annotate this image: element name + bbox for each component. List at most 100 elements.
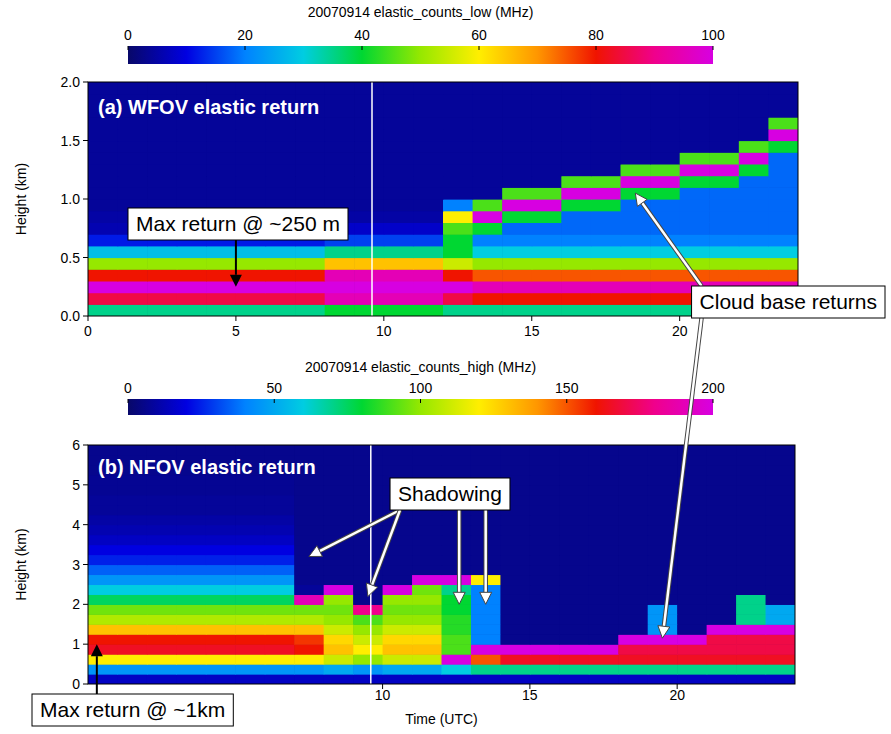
heat-cell <box>648 584 678 595</box>
heat-cell <box>383 455 413 466</box>
heat-cell <box>88 525 118 536</box>
heat-cell <box>530 604 560 615</box>
y-tick-label: 1.0 <box>61 191 81 207</box>
heat-cell <box>235 664 265 675</box>
heat-cell <box>618 465 648 476</box>
heat-cell <box>530 674 560 684</box>
heat-cell <box>532 293 562 305</box>
heat-cell <box>739 176 769 188</box>
y-tick-label: 1 <box>72 636 80 652</box>
heat-cell <box>236 141 266 153</box>
heat-cell <box>117 445 147 456</box>
heat-cell <box>294 574 324 585</box>
heat-cell <box>206 634 236 645</box>
heat-cell <box>413 105 443 117</box>
heat-cell <box>176 525 206 536</box>
heat-cell <box>294 614 324 625</box>
arrow <box>453 510 465 604</box>
heat-cell <box>118 269 148 281</box>
heat-cell <box>532 187 562 199</box>
heat-cell <box>412 555 442 566</box>
heat-cell <box>589 495 619 506</box>
heat-cell <box>559 455 589 466</box>
heat-cell <box>500 654 530 665</box>
heat-cell <box>88 445 118 456</box>
heat-cell <box>621 129 651 141</box>
y-tick <box>83 484 88 485</box>
heat-cell <box>443 176 473 188</box>
heat-cell <box>471 654 501 665</box>
heat-cell <box>88 258 118 270</box>
heat-cell <box>471 455 501 466</box>
colorbar-tick <box>713 46 714 50</box>
heat-cell <box>680 222 710 234</box>
heat-cell <box>118 246 148 258</box>
heat-cell <box>88 515 118 526</box>
heat-cell <box>709 187 739 199</box>
heat-cell <box>530 614 560 625</box>
heat-cell <box>354 129 384 141</box>
heat-cell <box>117 574 147 585</box>
heat-cell <box>118 187 148 199</box>
heat-cell <box>589 555 619 566</box>
heat-cell <box>325 187 355 199</box>
heat-cell <box>532 199 562 211</box>
heat-cell <box>147 545 177 556</box>
heat-cell <box>88 82 118 94</box>
heat-cell <box>353 445 383 456</box>
heat-cell <box>709 234 739 246</box>
heat-cell <box>471 644 501 655</box>
heat-cell <box>443 94 473 106</box>
heat-cell <box>680 129 710 141</box>
heat-cell <box>648 644 678 655</box>
heat-cell <box>324 624 354 635</box>
heat-cell <box>621 281 651 293</box>
heat-cell <box>236 304 266 316</box>
heat-cell <box>648 654 678 665</box>
heat-cell <box>621 176 651 188</box>
heat-cell <box>177 293 207 305</box>
heat-cell <box>206 535 236 546</box>
heat-cell <box>325 304 355 316</box>
heat-cell <box>766 545 795 556</box>
heat-cell <box>117 565 147 576</box>
heat-cell <box>177 117 207 129</box>
heat-cell <box>532 246 562 258</box>
heat-cell <box>147 82 177 94</box>
heat-cell <box>383 644 413 655</box>
heat-cell <box>589 594 619 605</box>
heat-cell <box>766 525 795 536</box>
heat-cell <box>324 465 354 476</box>
heat-cell <box>443 246 473 258</box>
heat-cell <box>736 515 766 526</box>
heat-cell <box>473 105 503 117</box>
heat-cell <box>680 141 710 153</box>
heat-cell <box>266 152 296 164</box>
heat-cell <box>206 152 236 164</box>
heat-cell <box>117 634 147 645</box>
heat-cell <box>442 614 472 625</box>
heat-cell <box>473 187 503 199</box>
heat-cell <box>768 94 798 106</box>
heat-cell <box>206 594 236 605</box>
heat-cell <box>235 604 265 615</box>
heat-cell <box>591 304 621 316</box>
heat-cell <box>766 555 795 566</box>
heat-cell <box>443 304 473 316</box>
heat-cell <box>650 293 680 305</box>
y-tick <box>83 257 88 258</box>
heat-cell <box>118 258 148 270</box>
heat-cell <box>766 445 795 456</box>
heat-cell <box>295 117 325 129</box>
heat-cell <box>177 304 207 316</box>
heat-cell <box>530 594 560 605</box>
colorbar-tick <box>274 399 275 403</box>
heat-cell <box>707 455 737 466</box>
heat-cell <box>147 555 177 566</box>
heat-cell <box>147 674 177 684</box>
heat-cell <box>265 535 295 546</box>
heat-cell <box>413 152 443 164</box>
heat-cell <box>147 152 177 164</box>
heat-cell <box>500 545 530 556</box>
heat-cell <box>442 515 472 526</box>
